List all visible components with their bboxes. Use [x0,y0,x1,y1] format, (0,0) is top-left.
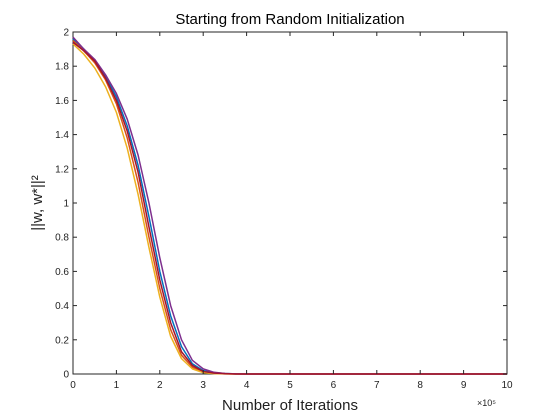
ticks-layer: 0 1 2 3 4 5 6 7 8 9 10 0 0.2 0.4 0.6 0.8 1 1.2 1.4 1.6 1.8 2 [55,28,513,392]
y-tick-label: 0.4 [55,301,69,312]
x-tick-label: 5 [287,380,293,391]
series-layer [72,36,507,375]
y-tick-label: 1 [63,199,69,210]
x-tick-label: 0 [70,380,76,391]
y-tick-label: 0.8 [55,233,69,244]
x-axis-multiplier: ×10⁵ [477,398,496,408]
y-tick-label: 0.6 [55,267,69,278]
x-tick-label: 6 [331,380,337,391]
x-axis-label: Number of Iterations [222,397,358,414]
y-axis-label: ||w, w*||² [29,175,46,231]
y-tick-label: 1.6 [55,96,69,107]
x-tick-label: 10 [501,380,513,391]
plot-area [72,31,508,375]
x-tick-label: 8 [417,380,423,391]
y-tick-label: 0.2 [55,335,69,346]
y-tick-label: 0 [63,370,69,381]
x-tick-label: 3 [200,380,206,391]
chart-title: Starting from Random Initialization [175,11,404,28]
y-tick-label: 1.4 [55,130,69,141]
x-tick-label: 9 [461,380,467,391]
series-line-5 [72,41,507,375]
x-tick-label: 1 [114,380,120,391]
y-tick-label: 1.2 [55,164,69,175]
y-tick-label: 2 [63,28,69,39]
x-tick-label: 4 [244,380,250,391]
x-tick-label: 2 [157,380,163,391]
y-tick-label: 1.8 [55,62,69,73]
x-tick-label: 7 [374,380,380,391]
